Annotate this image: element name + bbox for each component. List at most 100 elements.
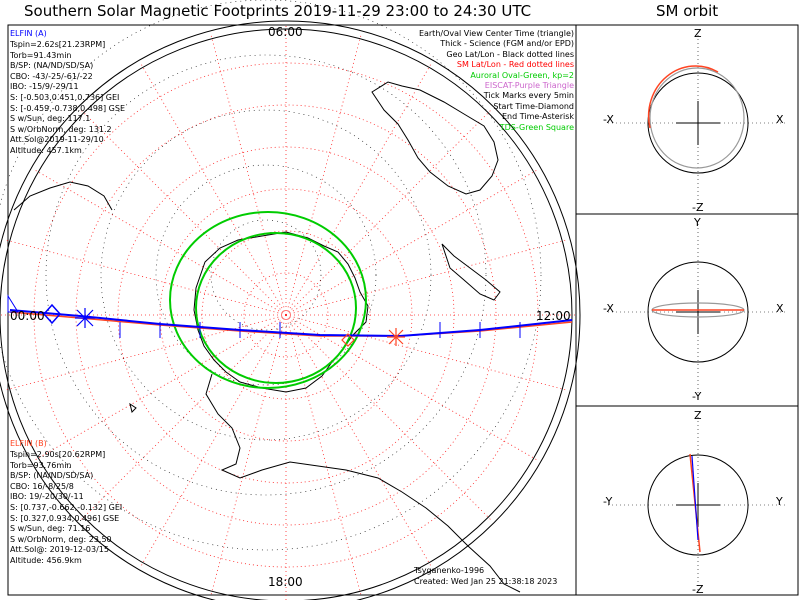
info-line: S w/Sun, deg: 71.16: [10, 524, 91, 534]
africa-outline: [13, 181, 113, 211]
legend-entry: Geo Lat/Lon - Black dotted lines: [446, 49, 574, 59]
sm-longitude-spoke: [210, 314, 287, 596]
sm-longitude-spoke: [285, 63, 432, 316]
sm-longitude-spoke: [34, 314, 287, 461]
orbit-axis-label-top: Z: [694, 27, 702, 40]
sm-grid-spokes: [0, 25, 576, 600]
info-line: Torb=93.76min: [10, 460, 72, 470]
elfin-a-end-asterisk: [75, 308, 95, 328]
elfin-b-end-asterisk: [387, 328, 405, 346]
antarctica-outline: [193, 231, 369, 393]
sm-longitude-spoke: [285, 314, 567, 391]
elfin-a-start-diamond: [42, 303, 62, 325]
legend-entry: TDS-Green Square: [499, 122, 574, 132]
elfin-b-name: ELFIN (B): [10, 439, 47, 448]
elfin-a-orbit-trace: [649, 67, 745, 169]
mlt-label-top: 06:00: [268, 25, 303, 39]
australia-outline: [371, 81, 499, 195]
south-georgia-outline: [129, 402, 137, 413]
orbit-axis-label-right: X: [776, 302, 784, 315]
sm-longitude-spoke: [5, 314, 287, 391]
elfin-a-name: ELFIN (A): [10, 29, 47, 38]
mlt-label-bottom: 18:00: [268, 575, 303, 589]
info-line: Altitude: 456.9km: [10, 555, 82, 565]
sm-longitude-spoke: [285, 169, 538, 316]
sm-longitude-spoke: [285, 314, 492, 521]
new-zealand-outline: [441, 243, 501, 301]
sm-longitude-spoke: [285, 314, 432, 567]
legend-entry: SM Lat/Lon - Red dotted lines: [456, 60, 574, 70]
legend-entry: Tick Marks every 5min: [483, 91, 574, 101]
elfin-a-orbit-trace-yz: [691, 455, 699, 541]
sm-longitude-spoke: [285, 314, 538, 461]
sm-orbit-title: SM orbit: [656, 2, 719, 20]
legend-entry: End Time-Asterisk: [501, 112, 574, 122]
sm-longitude-spoke: [285, 314, 362, 596]
auroral-oval: [169, 211, 367, 389]
sm-longitude-spoke: [80, 109, 287, 316]
sm-longitude-spoke: [140, 314, 287, 567]
sm-longitude-spoke: [285, 34, 362, 316]
model-credit: Tsyganenko-1996: [414, 566, 485, 575]
sm-latitude-ring: [0, 20, 581, 600]
sm-longitude-spoke: [285, 109, 492, 316]
info-line: S: [0.737,-0.662,-0.132] GEI: [10, 502, 123, 512]
elfin-b-orbit-trace: [647, 65, 719, 129]
sm-longitude-spoke: [5, 239, 287, 316]
elfin-b-info: Tspin=2.90s[20.62RPM] Torb=93.76min B/SP: …: [10, 450, 122, 567]
mlt-label-right: 12:00: [536, 309, 571, 323]
info-line: S: [-0.503,0.451,0.736] GEI: [10, 92, 120, 102]
info-line: S w/Sun, deg: 117.1: [10, 114, 91, 124]
legend-entry: Auroral Oval-Green, kp=2: [470, 70, 574, 80]
geo-latitude-ring: [45, 54, 487, 496]
info-line: Tspin=2.90s[20.62RPM]: [10, 450, 106, 459]
info-line: Att.Sol@2019-11-29/10: [10, 135, 104, 145]
mlt-label-left: 00:00: [10, 309, 45, 323]
info-line: B/SP: (NA/ND/SD/SA): [10, 471, 94, 481]
sm-latitude-ring: [159, 188, 413, 442]
info-line: IBO: 19/-20/30/-11: [10, 492, 84, 502]
view-center-triangle: [7, 294, 19, 313]
sm-longitude-spoke: [34, 169, 287, 316]
legend: Earth/Oval View Center Time (triangle) Th…: [419, 29, 574, 133]
orbit-axis-label-right: Y: [776, 495, 783, 508]
info-line: S w/OrbNorm, deg: 23.50: [10, 534, 112, 544]
legend-entry: Start Time-Diamond: [493, 101, 574, 111]
geo-latitude-ring: [155, 164, 377, 386]
polar-plot-boundary: [0, 28, 573, 600]
sm-orbit-plots: [608, 35, 788, 593]
orbit-axis-label-left: -Y: [603, 495, 613, 508]
orbit-axis-label-bottom: -Y: [692, 390, 702, 403]
info-line: Tspin=2.62s[21.23RPM]: [10, 40, 106, 49]
geo-latitude-ring: [0, 0, 542, 551]
info-line: S: [0.327,0.934,0.496] GSE: [10, 513, 120, 523]
geo-latitude-ring: [210, 219, 322, 331]
info-line: S w/OrbNorm, deg: 131.2: [10, 124, 112, 134]
info-line: Torb=91.43min: [10, 50, 72, 60]
geo-latitude-ring: [100, 109, 432, 441]
elfin-b-start-diamond: [341, 333, 355, 347]
sm-panel-frame: [575, 24, 799, 596]
elfin-a-track: [9, 309, 573, 338]
legend-entry: EISCAT-Purple Triangle: [484, 81, 574, 91]
orbit-axis-label-left: -X: [603, 113, 614, 126]
orbit-axis-label-top: Y: [694, 216, 701, 229]
legend-entry: Earth/Oval View Center Time (triangle): [418, 29, 574, 38]
orbit-axis-label-right: X: [776, 113, 784, 126]
footprint-tracks: [7, 294, 573, 347]
orbit-axis-label-left: -X: [603, 302, 614, 315]
orbit-axis-label-top: Z: [694, 409, 702, 422]
sm-latitude-ring: [75, 104, 497, 526]
sm-longitude-spoke: [140, 63, 287, 316]
info-line: Att.Sol@: 2019-12-03/15: [10, 545, 109, 555]
sm-longitude-spoke: [285, 239, 567, 316]
orbit-axis-label-bottom: -Z: [692, 201, 704, 214]
info-line: Altitude: 457.1km: [10, 145, 82, 155]
sm-longitude-spoke: [210, 34, 287, 316]
elfin-a-info: Tspin=2.62s[21.23RPM] Torb=91.43min B/SP: …: [10, 40, 125, 157]
south-america-outline: [205, 373, 521, 593]
info-line: CBO: 16/-8/25/8: [10, 481, 74, 491]
geo-grid: [0, 0, 542, 551]
auroral-oval-inner: [195, 232, 357, 384]
